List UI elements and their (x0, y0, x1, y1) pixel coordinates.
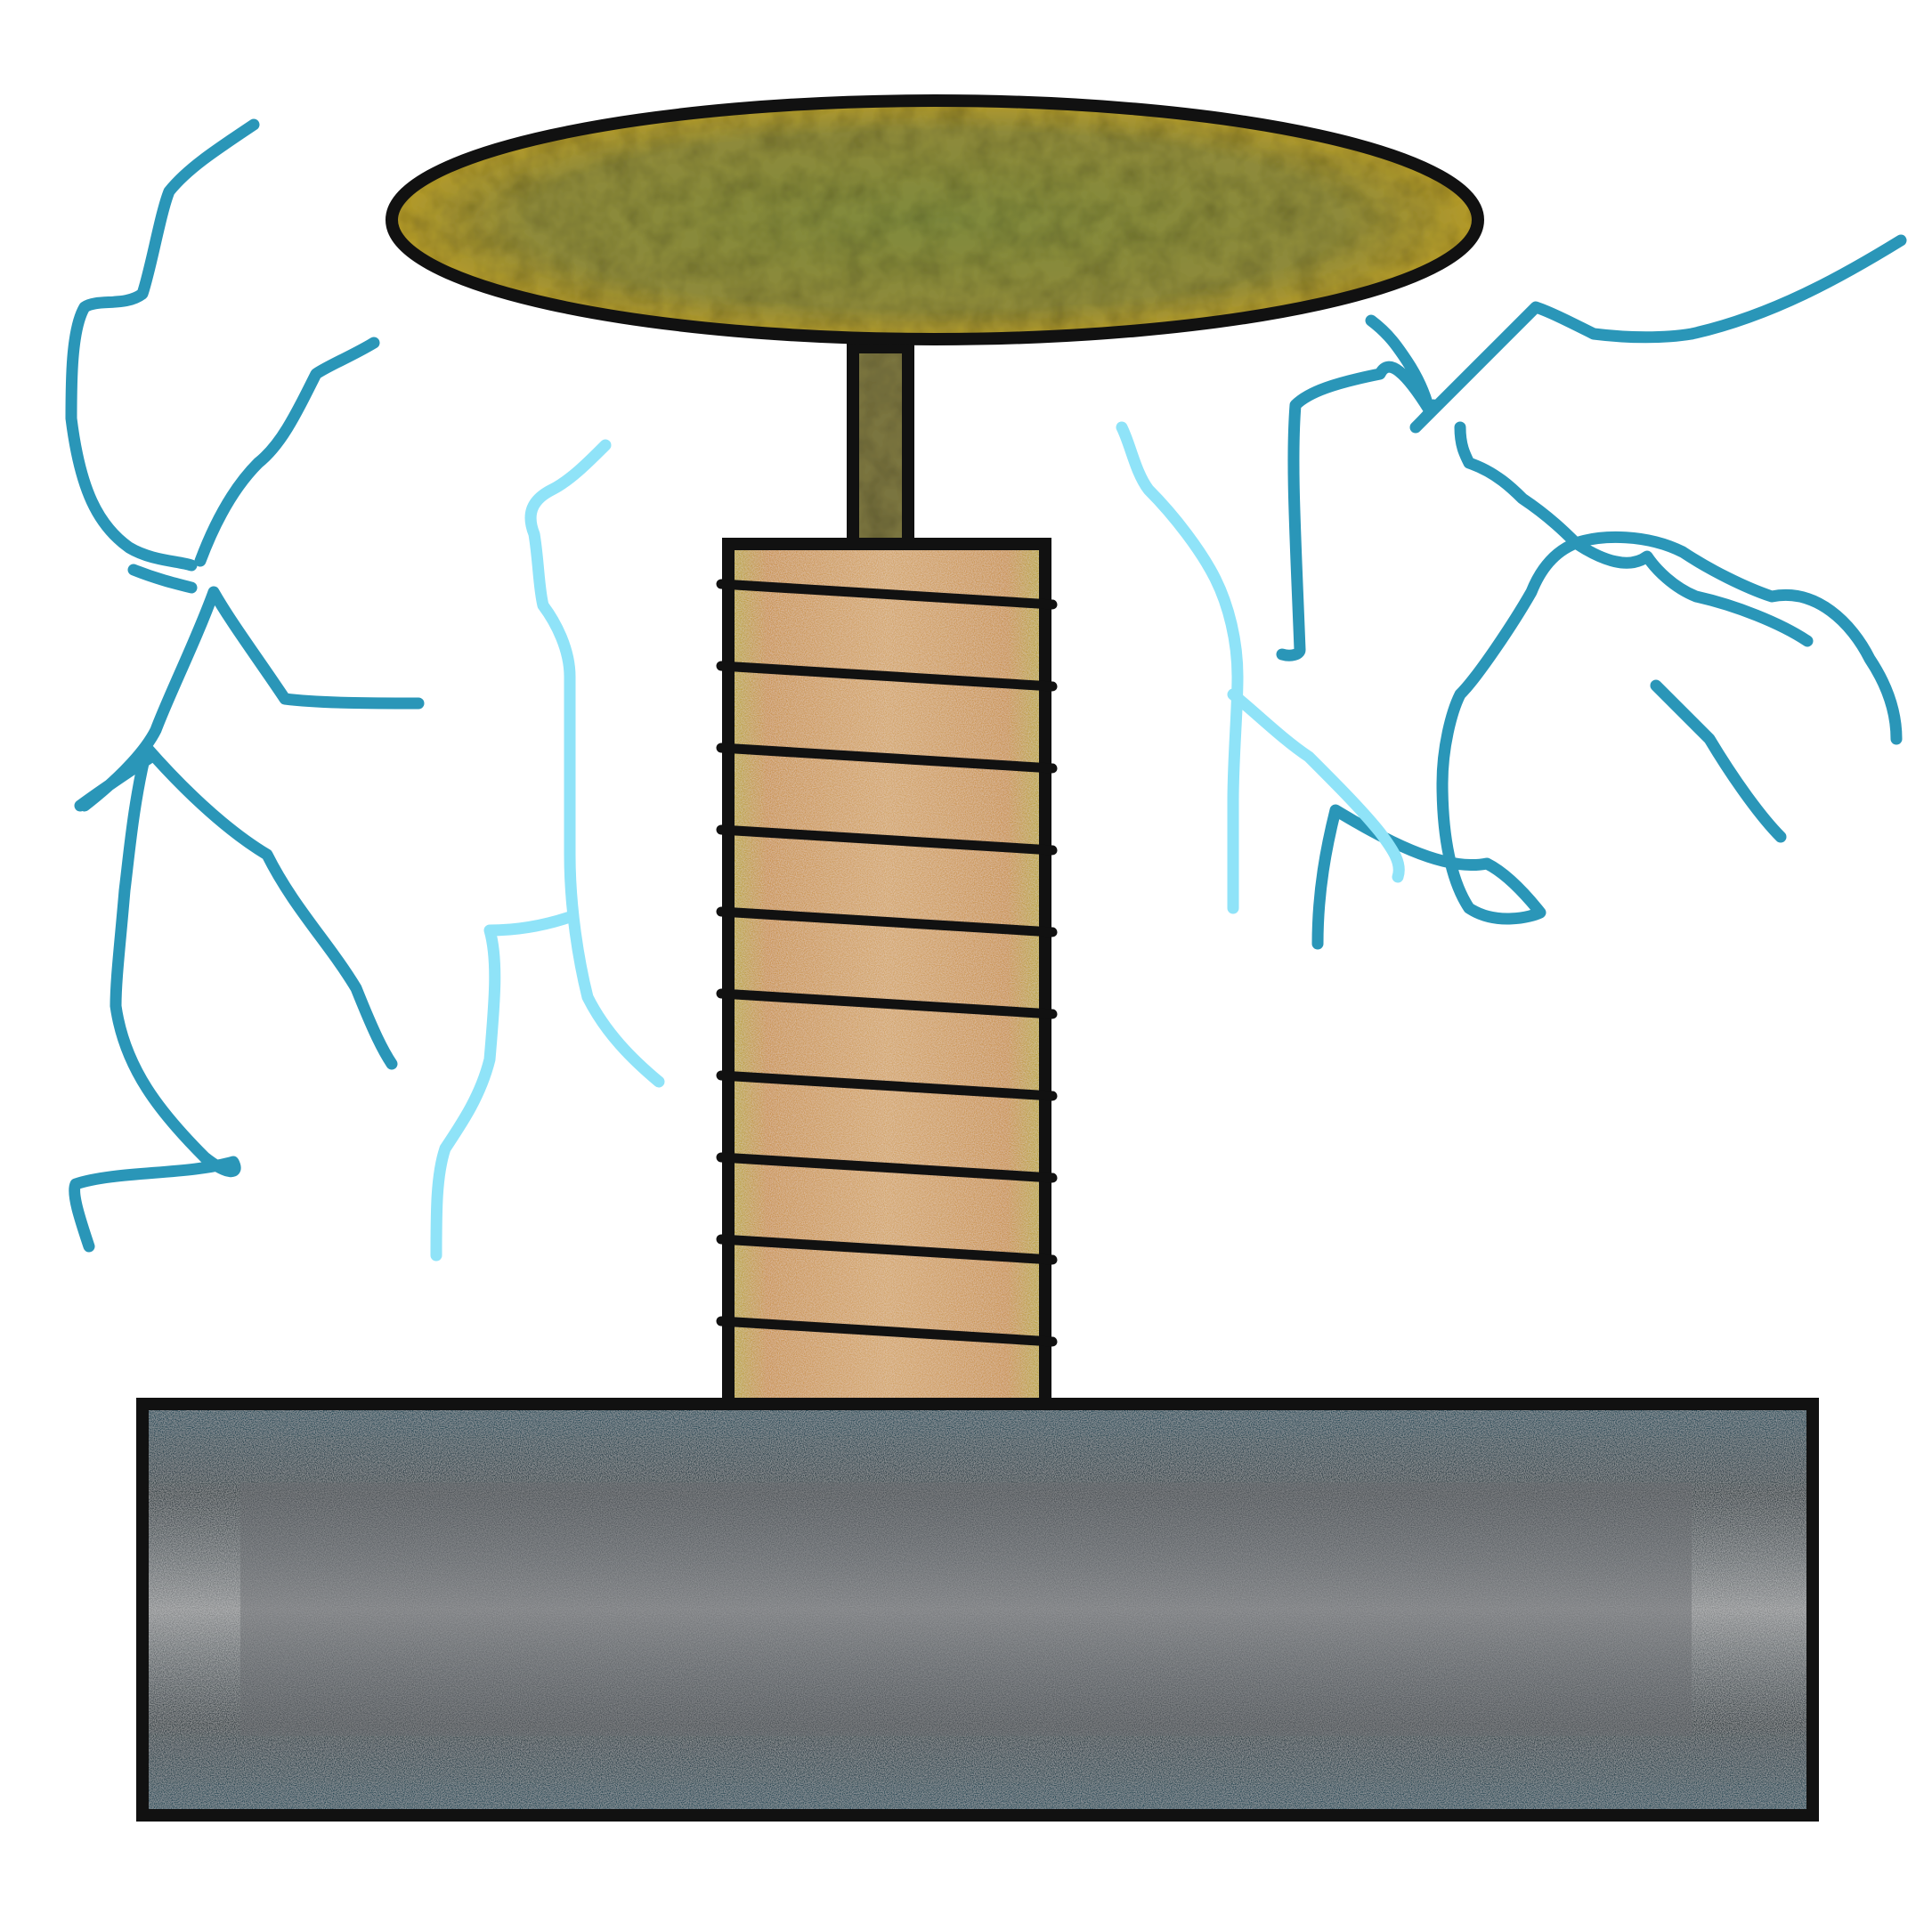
coil-winding (716, 742, 1058, 774)
toroid-outline (386, 94, 1484, 345)
support-rod (847, 341, 914, 550)
base-block-fill (142, 1404, 1813, 1815)
lightning-bolt-light-left (430, 439, 665, 1262)
lightning-bolt-left-inner (194, 337, 380, 567)
coil-winding (716, 1070, 1058, 1101)
rod-body (853, 347, 908, 544)
secondary-coil (716, 538, 1058, 1410)
lightning-bolts-light (430, 421, 1405, 1262)
base-block (136, 1398, 1819, 1822)
rod-outline (847, 341, 914, 550)
base-block-inner-panel (240, 1482, 1692, 1736)
coil-winding (716, 988, 1058, 1019)
coil-winding (716, 1152, 1058, 1183)
lightning-bolt-left-outer (65, 118, 425, 1253)
coil-winding (716, 579, 1058, 610)
lightning-bolt-light-right (1116, 421, 1405, 914)
top-load-toroid (386, 94, 1484, 345)
coil-winding (716, 661, 1058, 692)
toroid-body (392, 101, 1478, 339)
coil-windings (716, 579, 1058, 1347)
coil-winding (716, 824, 1058, 856)
lightning-bolts-dark (65, 118, 1907, 1253)
lightning-bolt-right-outer (1276, 234, 1907, 950)
coil-winding (716, 906, 1058, 937)
coil-winding (716, 1316, 1058, 1347)
coil-winding (716, 1234, 1058, 1265)
